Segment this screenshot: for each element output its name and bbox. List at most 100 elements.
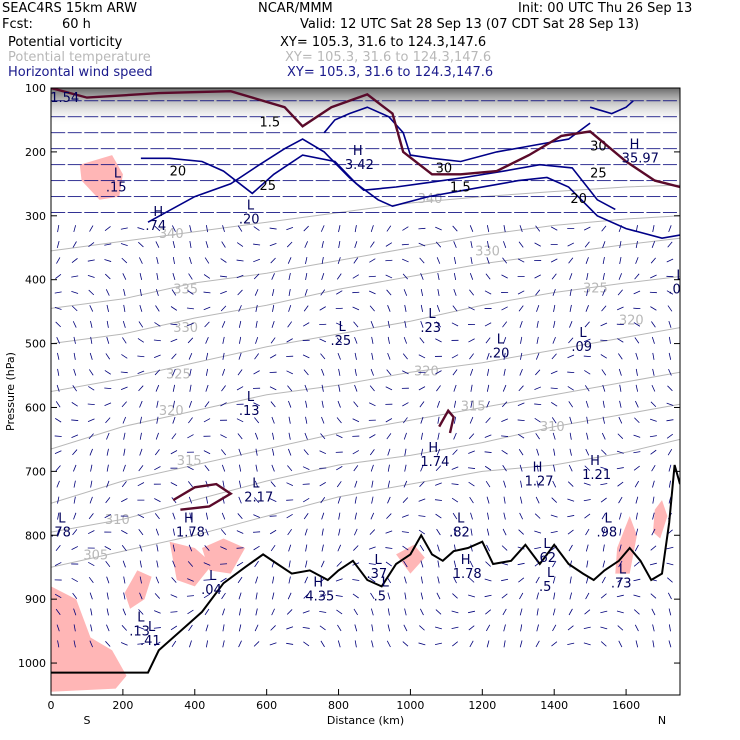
wind-vector [220,290,227,295]
wind-vector [652,352,655,360]
wind-vector [386,513,392,519]
wind-vector [120,227,128,230]
wind-vector [89,496,93,504]
wind-vector [635,352,639,360]
wind-vector [204,465,210,472]
wind-vector [602,544,605,552]
wind-vector [534,242,541,247]
wind-vector [502,528,507,536]
wind-vector [220,258,227,263]
wind-vector [520,336,523,344]
wind-vector [187,481,193,488]
wind-vector [453,257,457,265]
wind-vector [584,370,591,375]
wind-vector [470,400,473,408]
wind-vector [387,305,391,312]
y-tick-label: 800 [25,529,46,542]
wind-vector [517,290,525,295]
wind-vector [617,433,624,439]
wind-vector [106,464,109,472]
wind-vector [453,432,457,440]
wind-vector [403,289,408,296]
wind-vector [452,641,458,647]
model-title: SEAC4RS 15km ARW [2,1,138,16]
wind-vector [220,529,227,535]
pv-shaded-region [169,541,213,587]
wind-vector [139,432,142,440]
wind-vector [353,321,359,328]
wind-vector [352,418,360,423]
extremum-value: .20 [489,347,510,362]
wind-vector [651,321,656,328]
wind-vector [387,448,391,456]
wind-vector [236,386,244,391]
wind-vector [353,401,359,408]
wind-vector [72,449,78,456]
wind-vector [154,498,161,503]
wind-vector [468,338,475,343]
wind-vector [137,643,145,645]
wind-vector [668,464,672,472]
extremum-value: .04 [201,583,222,598]
extremum-kind: L [114,166,122,181]
pv-contour [51,88,680,189]
wind-vector [402,370,409,375]
wind-vector [220,563,228,565]
wind-vector [338,225,341,233]
wind-vector [616,594,624,598]
wind-vector [187,290,194,295]
wind-vector [518,577,525,583]
wind-vector [435,241,442,248]
wind-vector [650,306,657,311]
extremum-value: .82 [449,525,470,540]
wind-vector [154,225,161,232]
extremum-kind: L [547,566,555,581]
wind-vector [287,465,293,472]
theta-contour-label: 325 [166,368,191,383]
wind-vector [354,624,358,632]
wind-vector [517,433,525,439]
x-tick-label: 800 [328,699,349,712]
wind-vector [305,544,308,552]
wind-contour-25 [147,138,616,223]
wind-vector [668,608,672,616]
wind-vector [254,480,259,488]
wind-vector [354,480,358,488]
wind-vector [666,258,674,263]
wind-vector [635,368,638,376]
wind-vector [354,336,358,344]
extremum-value: .73 [611,577,632,592]
wind-vector [189,640,192,648]
wind-vector [486,544,490,552]
wind-vector [518,305,524,312]
wind-vector [370,464,374,472]
wind-vector [387,320,390,328]
wind-vector [617,625,624,631]
wind-vector [121,530,128,535]
wind-vector [172,256,175,265]
wind-vector [172,560,176,568]
wind-vector [222,480,225,488]
wind-vector [139,416,142,424]
extremum-value: .23 [420,321,441,336]
wind-vector [668,480,671,488]
wind-vector [569,592,573,600]
wind-vector [105,289,110,296]
x-tick-label: 1000 [396,699,424,712]
wind-vector [633,561,640,567]
wind-vector [238,480,242,488]
wind-vector [73,480,76,488]
wind-vector [519,496,523,504]
wind-vector [120,386,128,391]
wind-vector [204,608,210,616]
extremum-kind: H [533,460,543,475]
wind-vector [618,353,623,360]
wind-contour-30 [323,106,591,163]
wind-vector [220,577,227,583]
wind-vector [90,624,93,632]
wind-vector [569,304,572,312]
wind-vector [288,304,292,312]
wind-vector [635,241,638,249]
wind-vector [402,641,409,647]
wind-vector [469,289,474,296]
